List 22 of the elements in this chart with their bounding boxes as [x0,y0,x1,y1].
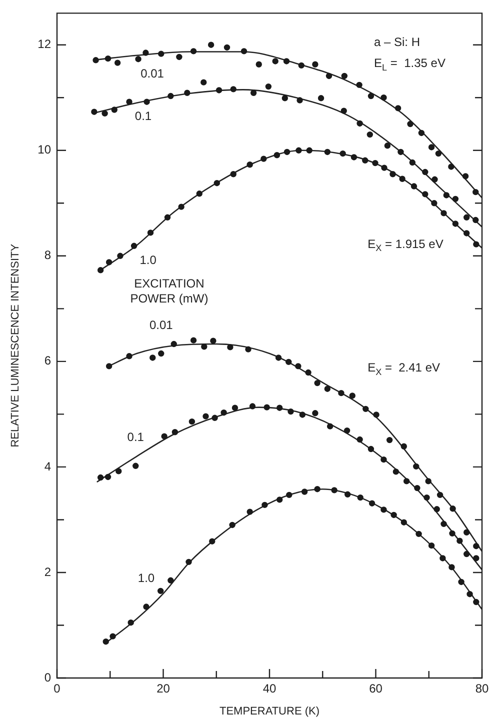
annotation: EXCITATION POWER (mW) [130,276,208,306]
x-tick-label: 60 [369,682,383,696]
y-tick-label: 4 [44,459,52,474]
x-tick-label: 20 [156,682,170,696]
y-tick-label: 6 [44,354,52,368]
x-axis-title: TEMPERATURE (K) [219,705,320,718]
series-label: 0.01 [149,318,174,332]
x-tick-label: 0 [54,682,61,696]
y-tick-label: 12 [38,37,52,52]
series-label: 1.0 [138,571,155,586]
y-tick-label: 8 [44,248,52,262]
x-tick-label: 40 [262,682,276,696]
y-tick-label: 10 [38,142,52,157]
y-tick-label: 2 [44,564,52,579]
x-tick-label: 80 [475,682,489,696]
y-axis-title: RELATIVE LUMINESCENCE INTENSITY [10,243,22,448]
series-label: 1.0 [140,253,157,268]
series-label: 0.01 [140,66,164,80]
series-label: 0.1 [134,109,152,124]
series-label: 0.1 [127,430,144,444]
annotation: a – Si: H [374,34,420,49]
y-tick-label: 0 [44,670,52,684]
